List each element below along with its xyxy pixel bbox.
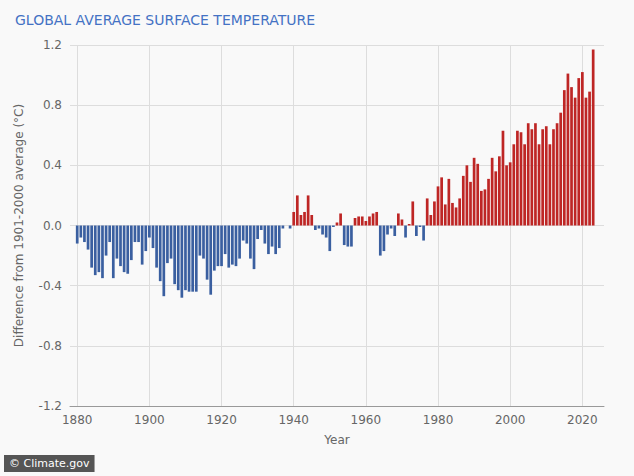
svg-text:GLOBAL AVERAGE SURFACE TEMPERA: GLOBAL AVERAGE SURFACE TEMPERATURE: [15, 12, 315, 28]
svg-text:1940: 1940: [278, 413, 309, 427]
svg-text:0.0: 0.0: [43, 219, 62, 233]
svg-text:2000: 2000: [495, 413, 526, 427]
svg-text:1920: 1920: [206, 413, 237, 427]
svg-text:1.2: 1.2: [43, 38, 62, 52]
svg-text:-0.8: -0.8: [39, 339, 62, 353]
svg-text:1880: 1880: [62, 413, 93, 427]
svg-text:-1.2: -1.2: [39, 399, 62, 413]
svg-text:Difference from 1901-2000 aver: Difference from 1901-2000 average (°C): [12, 104, 26, 347]
svg-text:© Climate.gov: © Climate.gov: [9, 457, 90, 470]
svg-text:0.4: 0.4: [43, 158, 62, 172]
svg-text:1980: 1980: [423, 413, 454, 427]
svg-text:Year: Year: [323, 433, 349, 447]
svg-text:0.8: 0.8: [43, 98, 62, 112]
svg-text:1960: 1960: [351, 413, 382, 427]
svg-text:-0.4: -0.4: [39, 279, 62, 293]
svg-text:2020: 2020: [567, 413, 598, 427]
svg-text:1900: 1900: [134, 413, 165, 427]
